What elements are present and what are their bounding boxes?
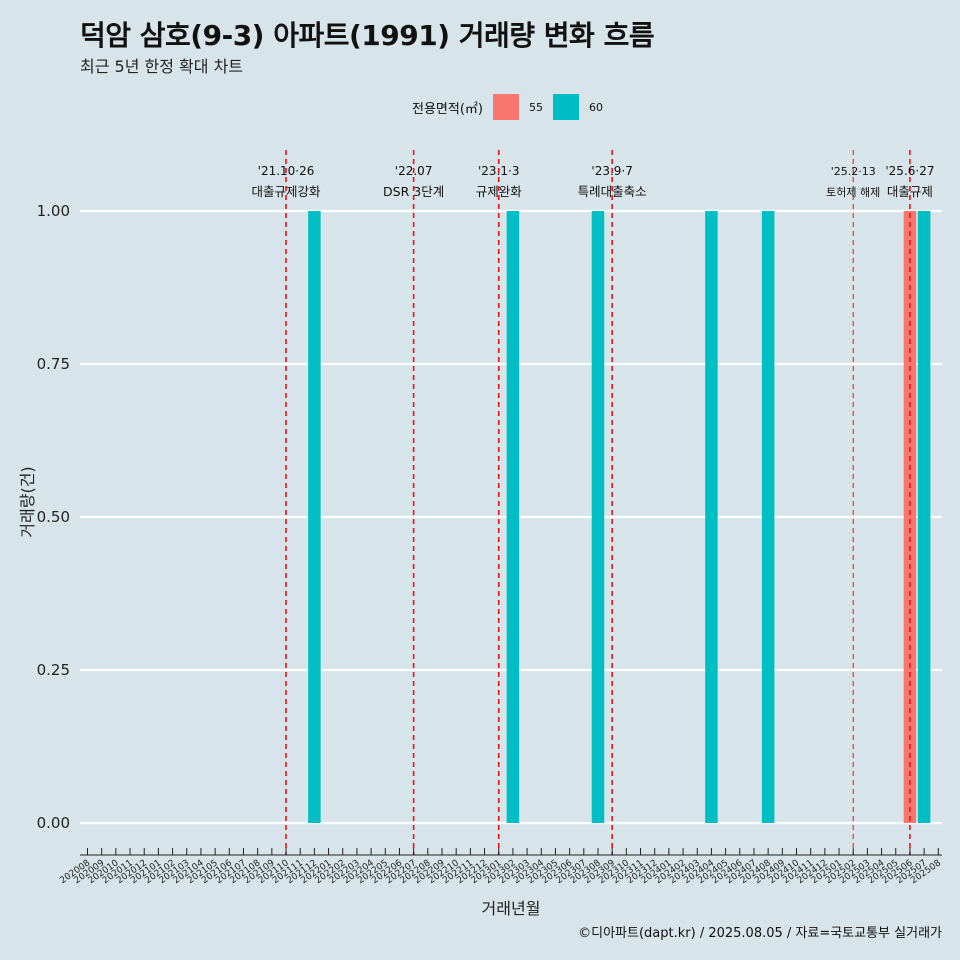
event-date-label: '25.6·27 — [885, 164, 934, 178]
chart-title: 덕암 삼호(9-3) 아파트(1991) 거래량 변화 흐름 — [80, 19, 655, 52]
legend-title: 전용면적(㎡) — [412, 101, 483, 117]
legend-item-60: 60 — [552, 94, 603, 120]
event-name-label: 대출규제 — [887, 184, 933, 199]
event-date-label: '21.10·26 — [258, 164, 315, 178]
y-tick-label: 0.75 — [37, 355, 70, 373]
legend: 전용면적(㎡) 55 60 — [412, 93, 613, 121]
chart-subtitle: 최근 5년 한정 확대 차트 — [80, 57, 244, 76]
bar-60-202308 — [591, 211, 605, 823]
bar-60-202302 — [506, 211, 520, 823]
legend-label-55: 55 — [528, 100, 543, 114]
event-name-label: 대출규제강화 — [252, 184, 322, 199]
event-name-label: 특례대출축소 — [578, 184, 647, 199]
event-name-label: 토허제 해제 — [826, 185, 880, 199]
y-tick-label: 0.25 — [37, 661, 70, 679]
y-tick-label: 0.00 — [37, 814, 70, 832]
legend-item-55: 55 — [492, 94, 543, 120]
y-tick-label: 0.50 — [37, 508, 70, 526]
event-date-label: '22.07 — [395, 164, 433, 178]
bar-60-202404 — [705, 211, 718, 823]
bar-60-202507 — [917, 211, 931, 823]
y-tick-label: 1.00 — [37, 202, 70, 220]
bar-60-202112 — [308, 211, 321, 823]
event-date-label: '23.1·3 — [478, 164, 519, 178]
legend-swatch-55 — [492, 94, 519, 120]
bar-60-202408 — [761, 211, 775, 823]
legend-label-60: 60 — [588, 100, 603, 114]
x-axis-title: 거래년월 — [482, 899, 541, 918]
y-axis-title: 거래량(건) — [18, 466, 37, 537]
event-name-label: DSR 3단계 — [383, 184, 444, 199]
event-name-label: 규제완화 — [476, 184, 523, 199]
bar-55-202506 — [903, 211, 917, 823]
event-date-label: '23.9·7 — [591, 164, 632, 178]
event-date-label: '25.2·13 — [831, 165, 876, 178]
source-caption: ©디아파트(dapt.kr) / 2025.08.05 / 자료=국토교통부 실… — [578, 926, 942, 941]
legend-swatch-60 — [552, 94, 579, 120]
